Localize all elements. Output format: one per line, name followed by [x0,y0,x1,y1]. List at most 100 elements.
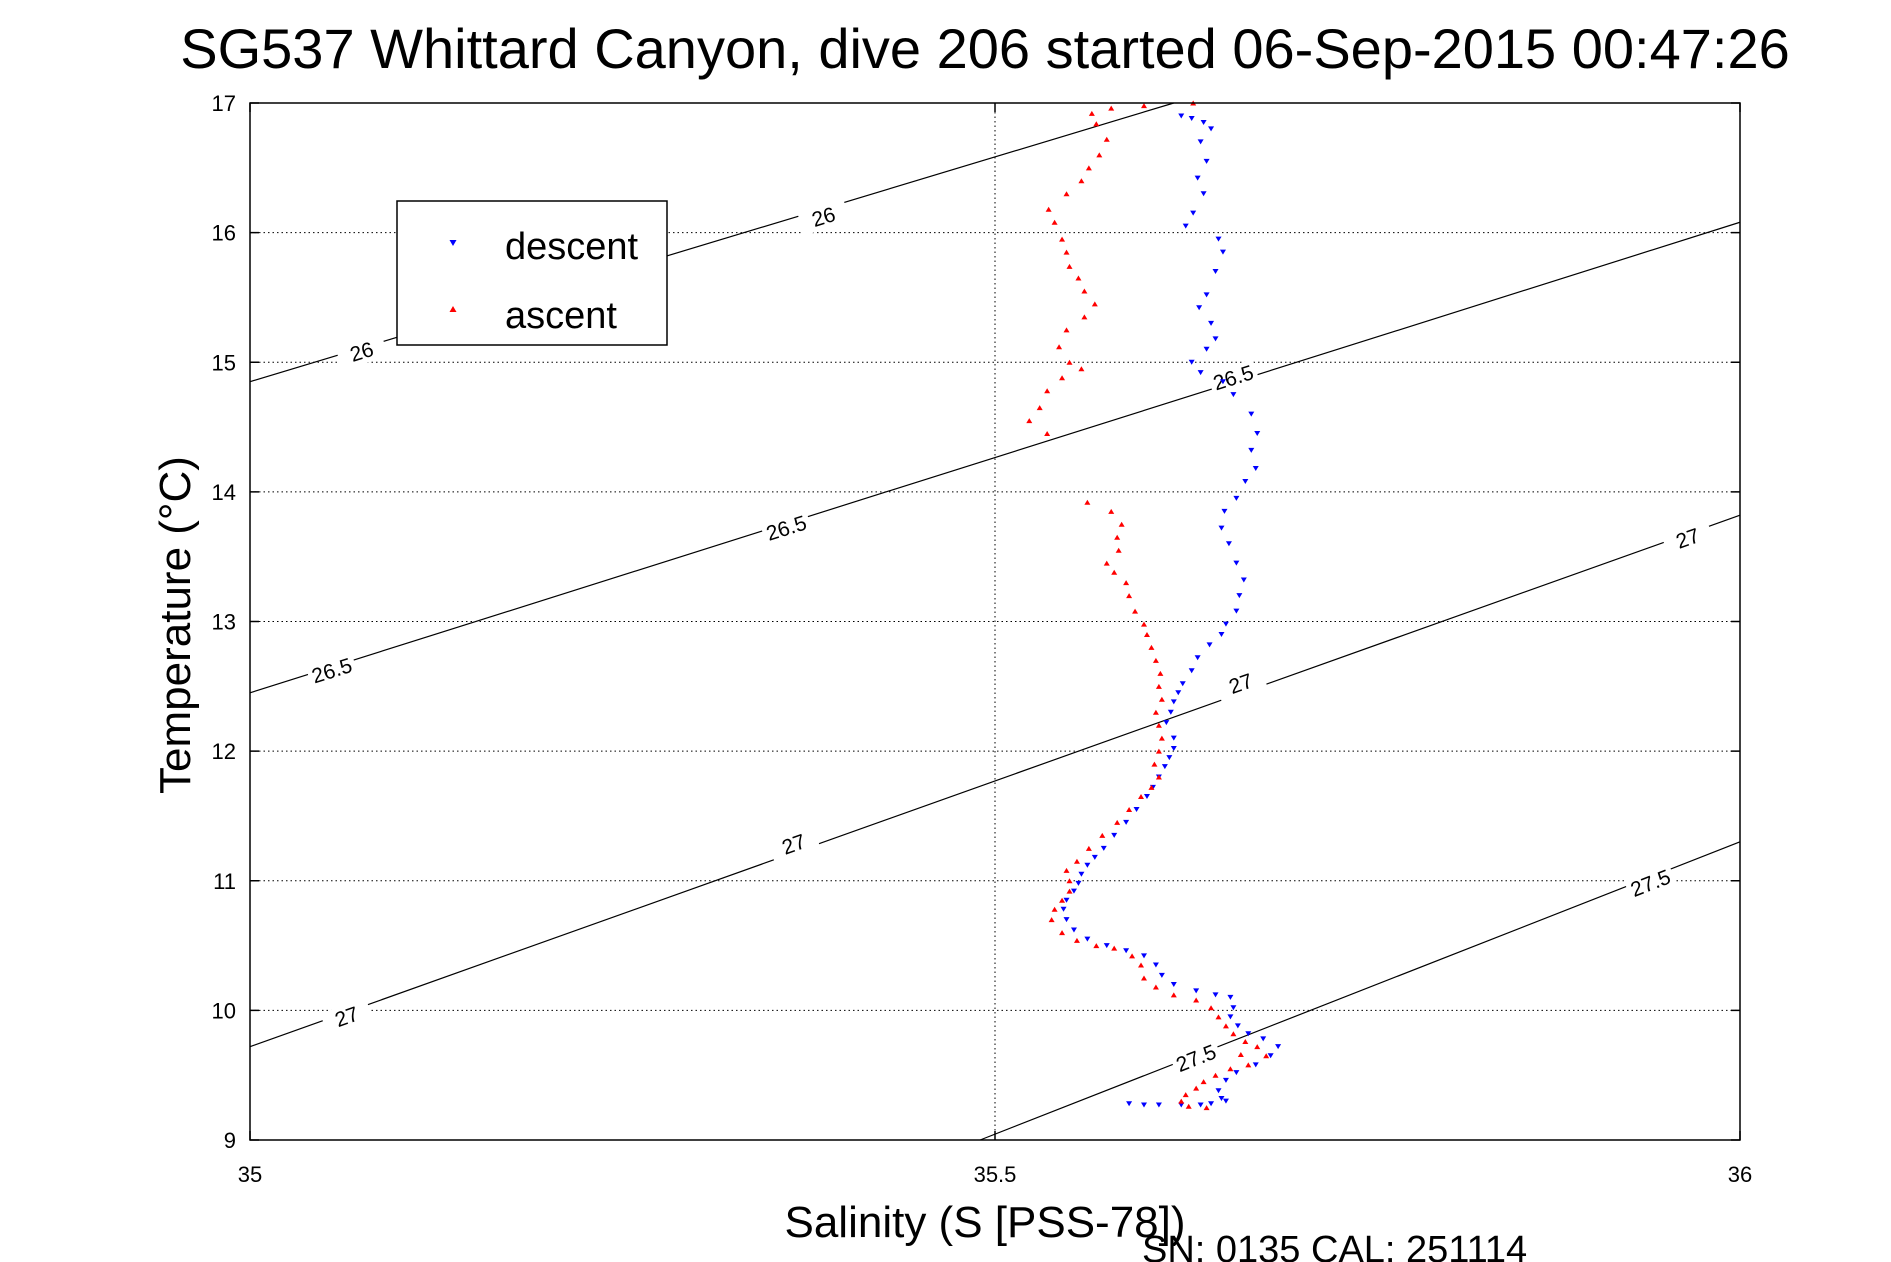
ascent-point [1048,917,1055,923]
ascent-point [1044,388,1051,394]
ascent-point [1227,1066,1234,1072]
ascent-point [1066,263,1073,269]
descent-point [1267,1053,1274,1059]
ascent-point [1078,178,1085,184]
legend-label-ascent: ascent [505,295,617,337]
descent-point [1111,832,1118,838]
descent-point [1203,292,1210,298]
ascent-point [1141,621,1147,627]
descent-point [1227,994,1234,1000]
ascent-point [1123,580,1130,586]
descent-point [1161,764,1168,770]
ascent-point [1157,670,1164,676]
data-series [1026,100,1282,1111]
isopycnal-label-gap [759,509,813,547]
y-tick-label: 12 [212,739,236,764]
serial-calibration-note: SN: 0135 CAL: 251114 [1142,1229,1527,1262]
descent-point [1230,1005,1237,1011]
ascent-point [1085,845,1092,851]
descent-point [1200,191,1207,197]
descent-point [1197,370,1204,376]
descent-point [1208,1101,1215,1107]
descent-point [1240,577,1247,583]
descent-point [1170,699,1177,705]
descent-point [1197,139,1204,145]
ascent-point [1170,992,1177,998]
descent-point [1222,1098,1229,1104]
isopycnal-label-gap [1661,519,1715,558]
descent-point [1103,943,1110,949]
ascent-point [1203,1105,1210,1111]
ascent-point [1051,906,1058,912]
descent-point [1206,642,1213,648]
ascent-point [1063,191,1070,197]
descent-point [1141,1102,1147,1108]
ascent-point [1212,1072,1219,1078]
descent-point [1070,927,1077,933]
descent-point [1234,1023,1241,1029]
descent-point [1178,1102,1185,1108]
descent-point [1070,888,1077,894]
x-axis-title: Salinity (S [PSS-78]) [784,1198,1185,1247]
ascent-point [1155,748,1162,754]
axis-ticks: 35 35.5 36 9 10 11 12 13 14 15 16 17 [212,91,1753,1187]
descent-point [1221,508,1228,514]
descent-point [1208,320,1215,326]
descent-point [1188,668,1195,674]
ascent-point [1044,431,1051,437]
descent-point [1075,880,1082,886]
descent-point [1170,981,1177,987]
descent-point [1222,621,1229,627]
ascent-point [1254,1044,1261,1050]
ascent-point [1126,806,1133,812]
ascent-point [1093,121,1100,127]
descent-point [1133,806,1140,812]
descent-point [1252,1062,1259,1068]
ascent-point [1148,784,1155,790]
descent-point [1218,631,1225,637]
descent-point [1233,495,1240,501]
ascent-point [1222,1023,1229,1029]
descent-point [1222,1077,1229,1083]
descent-point [1248,447,1255,453]
ascent-point [1152,984,1159,990]
ascent-point [1200,1079,1207,1085]
ascent-point [1103,560,1110,566]
legend-marker-descent [449,240,457,246]
y-tick-label: 13 [212,610,236,635]
descent-point [1190,210,1197,216]
ascent-point [1059,236,1066,242]
ascent-point [1143,631,1150,637]
y-tick-label: 10 [212,998,236,1023]
descent-point [1170,735,1177,741]
series-ascent [1026,100,1270,1111]
ascent-point [1115,547,1122,553]
ascent-point [1108,105,1115,111]
ascent-point [1073,858,1080,864]
descent-point [1060,906,1067,912]
descent-point [1188,359,1195,365]
descent-point [1219,249,1226,255]
legend-entry-descent: descent [449,226,639,268]
ascent-point [1155,774,1162,780]
ascent-point [1152,709,1159,715]
ascent-point [1111,945,1118,951]
descent-point [1123,819,1130,825]
descent-point [1194,175,1201,181]
descent-point [1230,392,1237,398]
descent-point [1126,1101,1133,1107]
descent-point [1218,1096,1225,1102]
isopycnal-line [979,841,1741,1141]
descent-point [1215,1088,1222,1094]
ascent-point [1193,1085,1200,1091]
descent-point [1212,992,1219,998]
ascent-point [1155,722,1162,728]
descent-point [1123,948,1130,954]
ascent-point [1078,366,1085,372]
ascent-point [1056,344,1063,350]
descent-point [1233,1070,1240,1076]
chart-title: SG537 Whittard Canyon, dive 206 started … [180,17,1789,80]
descent-point [1175,690,1182,696]
descent-point [1212,336,1219,342]
y-tick-label: 17 [212,91,236,116]
